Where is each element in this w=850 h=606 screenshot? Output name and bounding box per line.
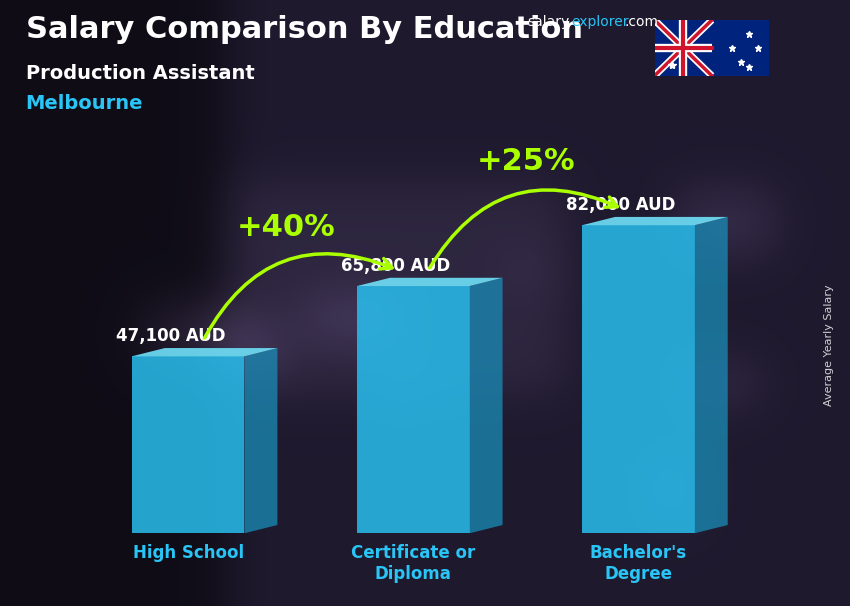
Text: 65,800 AUD: 65,800 AUD (341, 257, 450, 275)
Text: Salary Comparison By Education: Salary Comparison By Education (26, 15, 582, 44)
Polygon shape (132, 356, 245, 533)
Polygon shape (582, 225, 694, 533)
Text: explorer: explorer (571, 15, 629, 29)
Text: Production Assistant: Production Assistant (26, 64, 254, 82)
Text: 82,000 AUD: 82,000 AUD (566, 196, 676, 214)
Text: .com: .com (625, 15, 659, 29)
Text: +40%: +40% (236, 213, 335, 242)
Polygon shape (357, 286, 469, 533)
Text: Average Yearly Salary: Average Yearly Salary (824, 285, 834, 406)
Polygon shape (245, 348, 277, 533)
Text: salary: salary (527, 15, 570, 29)
Text: 47,100 AUD: 47,100 AUD (116, 327, 225, 345)
Text: Melbourne: Melbourne (26, 94, 143, 113)
Polygon shape (694, 217, 728, 533)
Text: +25%: +25% (477, 147, 575, 176)
Polygon shape (357, 278, 502, 286)
Polygon shape (132, 348, 277, 356)
Polygon shape (469, 278, 502, 533)
Polygon shape (582, 217, 728, 225)
